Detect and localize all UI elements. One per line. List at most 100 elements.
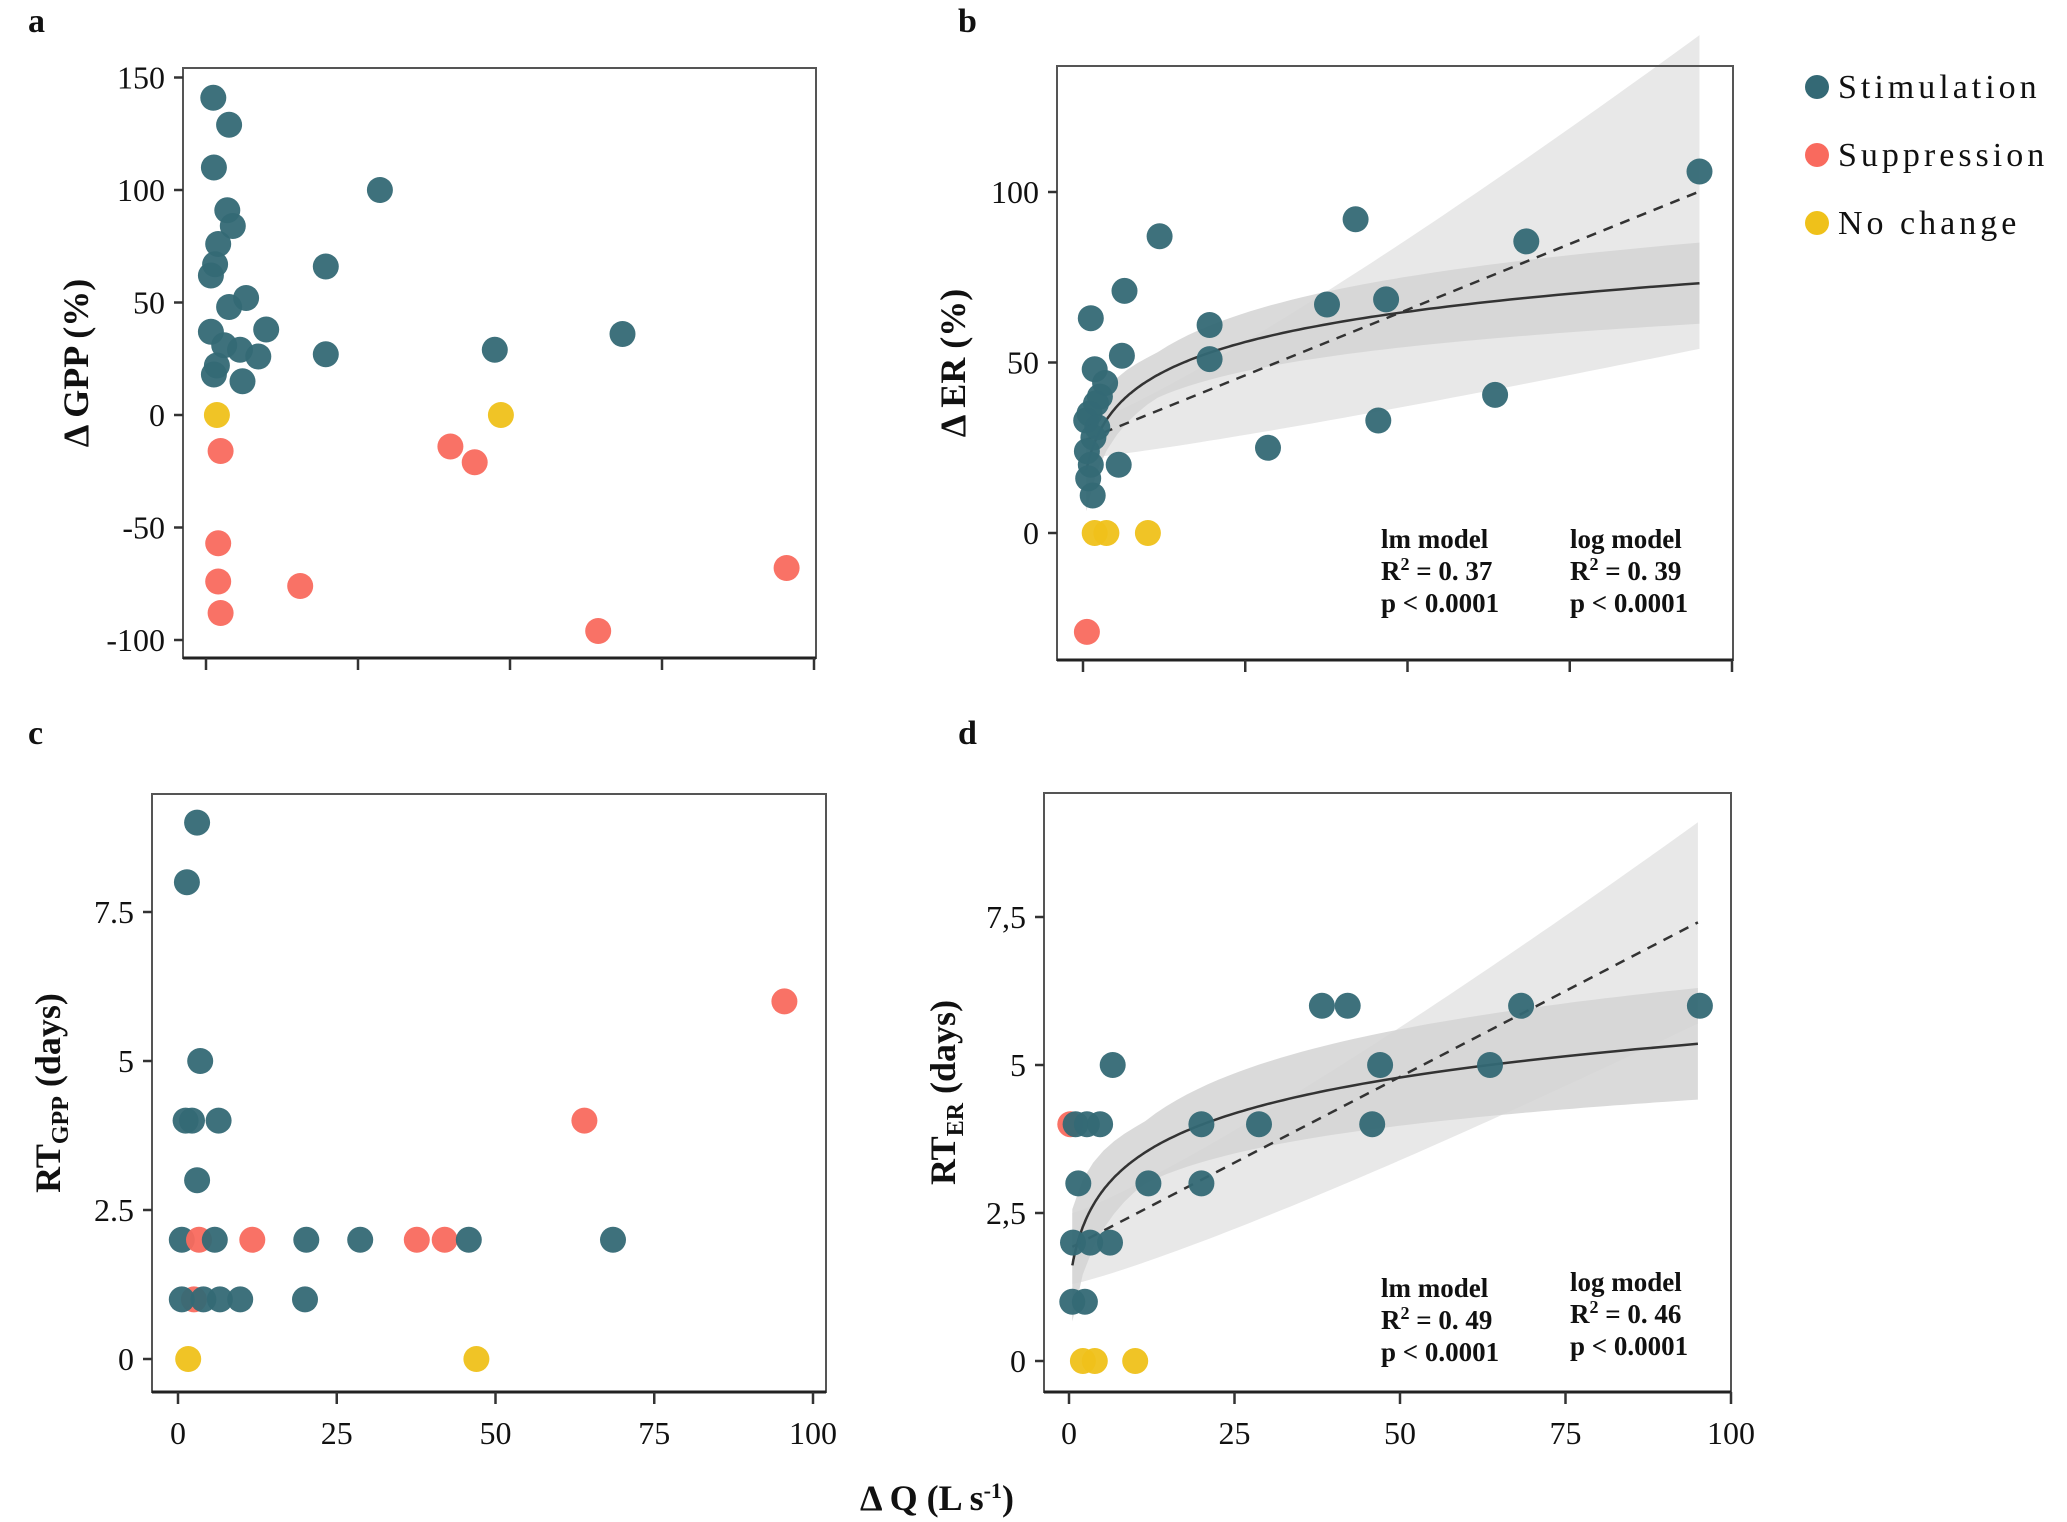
legend-marker-suppression bbox=[1805, 143, 1829, 167]
data-point-stimulation bbox=[312, 341, 339, 368]
data-point-stimulation bbox=[312, 253, 339, 280]
x-tick-label: 75 bbox=[1550, 1415, 1582, 1451]
legend-label-suppression: Suppression bbox=[1838, 137, 2048, 174]
data-point-stimulation bbox=[609, 321, 636, 347]
y-axis-title: RTGPP (days) bbox=[28, 993, 74, 1193]
legend-label-stimulation: Stimulation bbox=[1838, 69, 2041, 106]
y-tick-label: 7.5 bbox=[94, 894, 134, 930]
x-tick-label: 50 bbox=[480, 1415, 512, 1451]
legend-marker-stimulation bbox=[1805, 75, 1829, 99]
data-point-stimulation bbox=[173, 869, 200, 896]
y-tick-label: 50 bbox=[133, 285, 165, 321]
x-tick-label: 0 bbox=[170, 1415, 186, 1451]
data-point-no-change bbox=[1134, 520, 1161, 546]
log-confidence-band bbox=[1086, 242, 1700, 512]
y-tick-label: 2.5 bbox=[94, 1192, 134, 1228]
data-point-stimulation bbox=[200, 154, 227, 181]
data-point-suppression bbox=[207, 600, 234, 626]
data-point-stimulation bbox=[1334, 992, 1361, 1019]
data-point-stimulation bbox=[1097, 1229, 1123, 1256]
data-point-stimulation bbox=[1508, 992, 1535, 1019]
data-point-stimulation bbox=[1111, 277, 1138, 304]
model-name: lm model bbox=[1381, 524, 1489, 554]
data-point-suppression bbox=[461, 449, 488, 476]
data-point-stimulation bbox=[206, 1286, 233, 1313]
data-point-stimulation bbox=[1246, 1111, 1272, 1138]
lm-fit-line bbox=[1071, 921, 1699, 1248]
data-point-stimulation bbox=[1513, 228, 1540, 255]
data-point-stimulation bbox=[1135, 1170, 1162, 1197]
lm-fit-line bbox=[1085, 190, 1701, 441]
data-point-stimulation bbox=[179, 1107, 205, 1134]
data-point-stimulation bbox=[1077, 1229, 1104, 1256]
data-point-stimulation bbox=[184, 1167, 211, 1194]
y-tick-label: 0 bbox=[1023, 515, 1039, 551]
data-point-suppression bbox=[205, 530, 232, 557]
y-axis-title: RTER (days) bbox=[923, 1000, 969, 1185]
data-point-suppression bbox=[403, 1226, 430, 1253]
data-point-suppression bbox=[205, 568, 232, 595]
data-point-stimulation bbox=[455, 1226, 482, 1253]
data-point-stimulation bbox=[197, 262, 224, 289]
data-point-stimulation bbox=[1359, 1111, 1386, 1138]
r-squared: R2 = 0. 37 bbox=[1381, 554, 1492, 586]
data-point-stimulation bbox=[1308, 992, 1335, 1019]
y-tick-label: 5 bbox=[1010, 1047, 1026, 1083]
data-point-stimulation bbox=[1071, 1288, 1098, 1315]
data-point-no-change bbox=[1093, 520, 1120, 546]
y-axis-title: Δ ER (%) bbox=[933, 289, 973, 438]
data-point-stimulation bbox=[347, 1226, 374, 1253]
shared-x-axis-title: Δ Q (L s-1) bbox=[860, 1478, 1014, 1518]
data-point-suppression bbox=[1073, 618, 1100, 645]
data-point-stimulation bbox=[1365, 407, 1392, 434]
data-point-stimulation bbox=[1196, 312, 1223, 338]
data-point-no-change bbox=[1122, 1348, 1149, 1374]
data-point-suppression bbox=[771, 988, 798, 1015]
y-tick-label: -100 bbox=[106, 622, 165, 658]
data-point-suppression bbox=[585, 618, 612, 644]
data-point-stimulation bbox=[600, 1226, 626, 1253]
data-point-stimulation bbox=[168, 1286, 195, 1313]
log-confidence-band bbox=[1072, 988, 1698, 1322]
r-squared: R2 = 0. 49 bbox=[1381, 1303, 1492, 1335]
panel-letter-a: a bbox=[28, 3, 45, 40]
y-tick-label: 50 bbox=[1007, 345, 1039, 381]
data-point-stimulation bbox=[1342, 206, 1369, 233]
data-point-stimulation bbox=[205, 1107, 232, 1134]
y-tick-label: 0 bbox=[149, 397, 165, 433]
data-point-stimulation bbox=[293, 1226, 320, 1253]
x-tick-label: 25 bbox=[321, 1415, 353, 1451]
data-point-suppression bbox=[437, 433, 464, 460]
data-point-stimulation bbox=[253, 316, 280, 343]
data-point-stimulation bbox=[366, 177, 393, 203]
data-point-stimulation bbox=[216, 294, 243, 320]
data-point-no-change bbox=[203, 402, 230, 428]
data-point-stimulation bbox=[1686, 158, 1713, 185]
x-tick-label: 100 bbox=[789, 1415, 837, 1451]
data-point-stimulation bbox=[1477, 1052, 1503, 1078]
data-point-stimulation bbox=[1482, 381, 1509, 408]
panel-letter-c: c bbox=[28, 715, 43, 752]
data-point-stimulation bbox=[1146, 223, 1173, 250]
x-tick-label: 75 bbox=[638, 1415, 670, 1451]
y-tick-label: 100 bbox=[117, 172, 165, 208]
data-point-stimulation bbox=[184, 809, 211, 836]
y-tick-label: 7,5 bbox=[986, 899, 1026, 935]
data-point-stimulation bbox=[219, 213, 246, 239]
data-point-stimulation bbox=[1065, 1170, 1092, 1197]
data-point-stimulation bbox=[1079, 482, 1106, 509]
plot-frame bbox=[182, 67, 817, 659]
x-tick-label: 0 bbox=[1061, 1415, 1077, 1451]
legend: Stimulation Suppression No change bbox=[1805, 69, 2048, 242]
data-point-stimulation bbox=[200, 361, 227, 388]
data-point-stimulation bbox=[216, 111, 243, 138]
model-name: lm model bbox=[1381, 1273, 1489, 1303]
data-point-stimulation bbox=[187, 1048, 214, 1074]
data-point-no-change bbox=[175, 1346, 202, 1372]
data-point-stimulation bbox=[1188, 1111, 1215, 1138]
x-tick-label: 100 bbox=[1707, 1415, 1755, 1451]
